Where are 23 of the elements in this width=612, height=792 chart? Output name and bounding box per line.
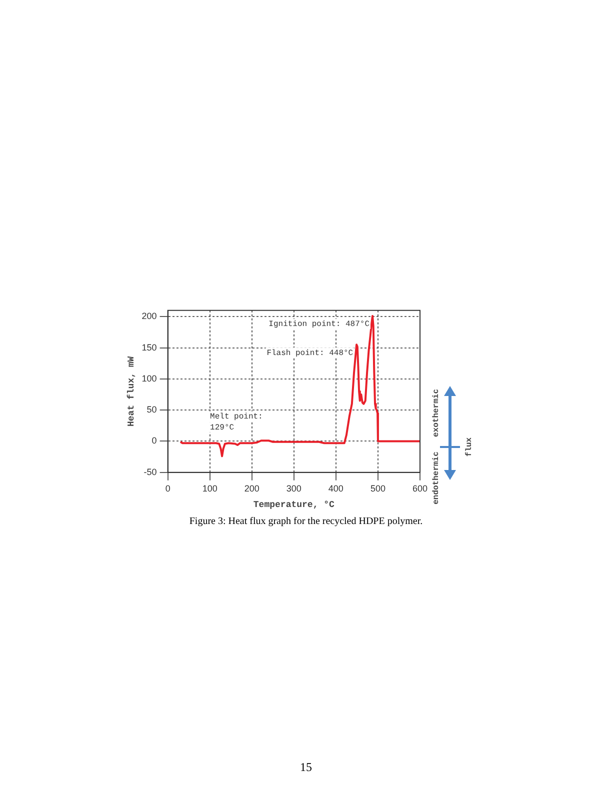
caption: Figure 3: Heat flux graph for the recycled HDPE polymer. [188,516,424,527]
y-tick-label: 50 [146,404,157,415]
annotation: Flash point: 448°C [266,348,354,358]
x-tick-label: 100 [202,483,218,494]
y-tick-label: 100 [142,373,157,384]
x-tick-label: 400 [328,483,344,494]
text: 15 [299,760,313,775]
y-tick-label: 150 [142,342,157,352]
y-tick-label: 0 [152,436,157,446]
x-tick-label: 300 [286,483,302,494]
x-tick-label: 500 [370,483,386,494]
x-tick-label: 600 [412,483,428,494]
annotation: Ignition point: 487°C [268,320,370,330]
text: endothermic [432,451,442,504]
text: flux [465,437,474,457]
annotation: Melt point: 129°C [210,412,263,432]
x-axis-title: Temperature, °C [253,500,336,510]
y-tick-label: -50 [144,466,157,477]
y-axis-title: Heat flux, mW [126,356,137,427]
x-tick-label: 200 [244,483,260,494]
x-tick-label: 0 [165,483,170,494]
y-tick-label: 200 [142,311,157,322]
text: exothermic [432,388,442,438]
